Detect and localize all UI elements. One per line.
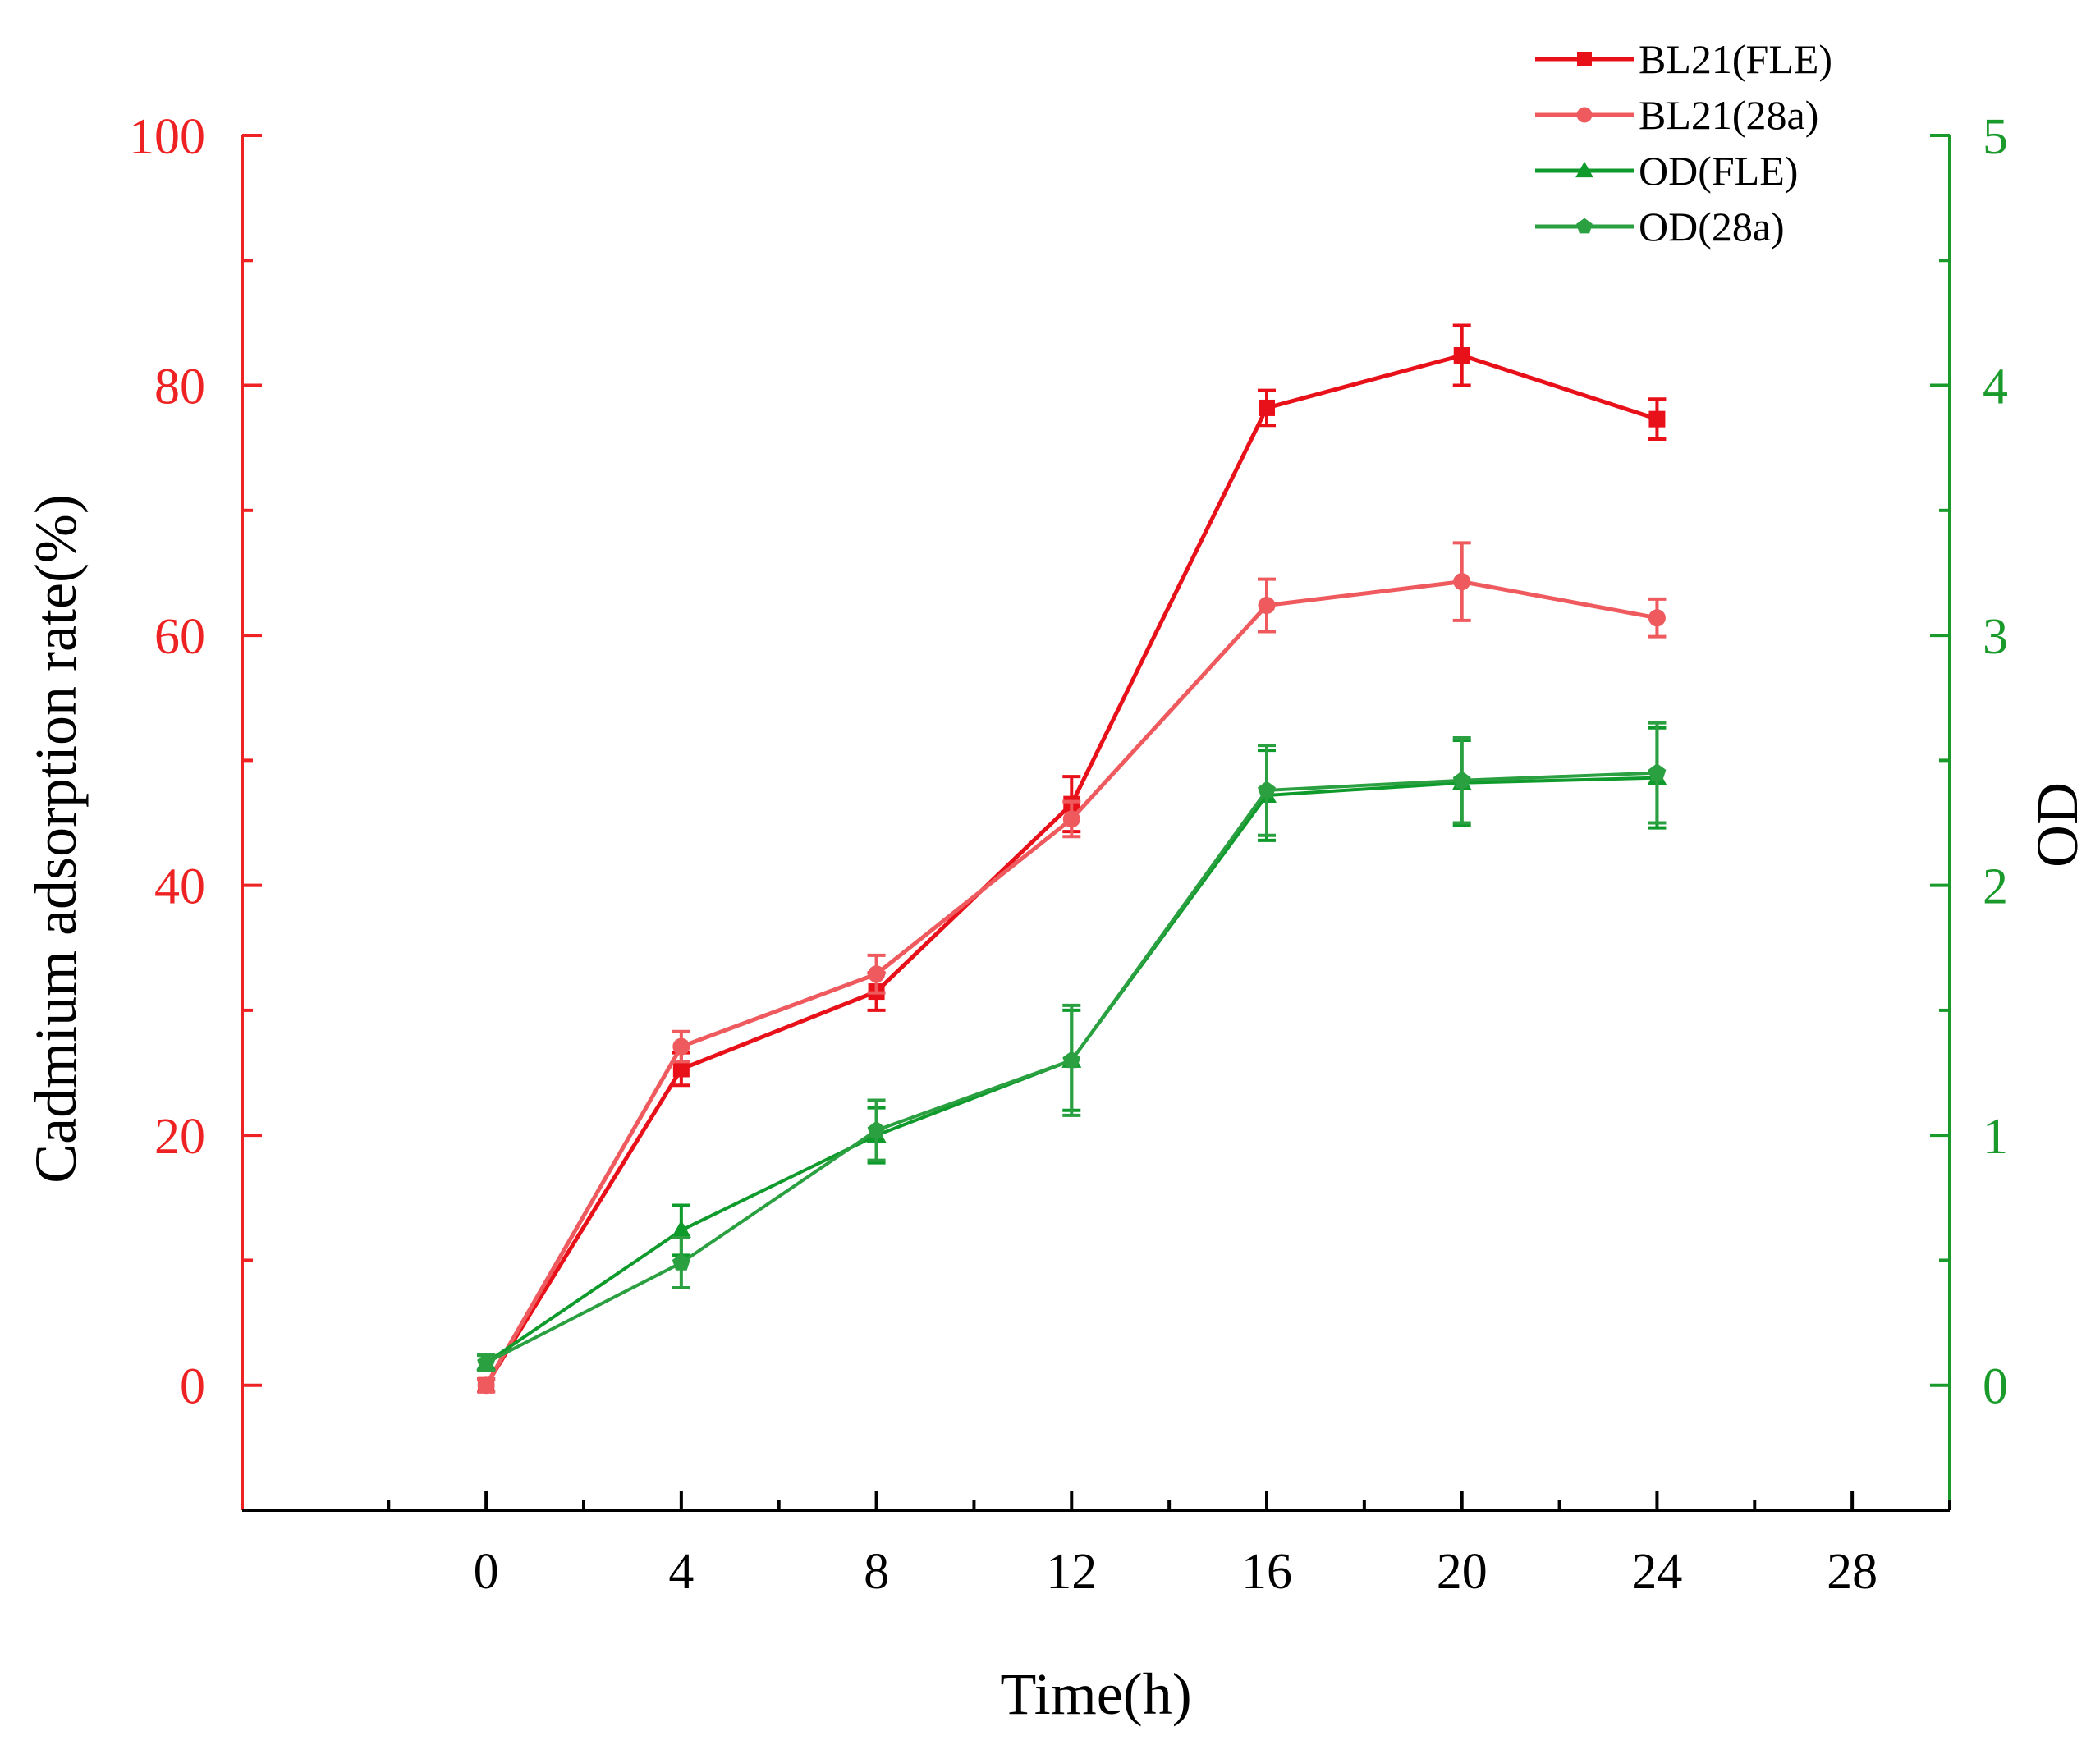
y2-tick-label: 0 — [1983, 1359, 2008, 1415]
y-tick-label: 20 — [154, 1109, 205, 1165]
y2-axis-title: OD — [2024, 782, 2090, 868]
legend-label: BL21(28a) — [1639, 92, 1818, 138]
legend-label: OD(28a) — [1639, 204, 1785, 250]
legend-marker — [1576, 107, 1593, 123]
legend-entry: BL21(28a) — [1535, 92, 1818, 138]
data-point — [1062, 810, 1080, 828]
data-point — [868, 965, 886, 983]
legend-entry: OD(28a) — [1535, 204, 1785, 250]
legend-label: OD(FLE) — [1639, 148, 1798, 194]
data-point — [1452, 771, 1471, 789]
x-tick-label: 16 — [1241, 1544, 1292, 1600]
data-point — [477, 1353, 496, 1371]
y-axis-title: Cadmium adsorption rate(%) — [23, 494, 89, 1184]
y2-tick-label: 5 — [1983, 109, 2008, 165]
series-BL21(28a) — [477, 541, 1667, 1395]
x-tick-label: 4 — [668, 1544, 694, 1600]
legend-marker — [1575, 161, 1593, 178]
data-point — [671, 1220, 691, 1238]
legend-entry: OD(FLE) — [1535, 148, 1798, 194]
data-point — [1648, 763, 1667, 781]
data-point — [1062, 1051, 1081, 1069]
y-tick-label: 80 — [154, 360, 205, 415]
legend-marker — [1576, 218, 1593, 234]
data-point — [672, 1037, 690, 1056]
series-line — [484, 353, 1658, 1387]
y-tick-label: 0 — [180, 1359, 205, 1415]
series-layer — [476, 323, 1667, 1395]
data-point — [1258, 781, 1276, 799]
y2-tick-label: 1 — [1983, 1109, 2008, 1165]
y2-tick-label: 2 — [1983, 859, 2008, 915]
x-axis-title: Time(h) — [1000, 1661, 1191, 1727]
data-point — [1453, 573, 1471, 591]
x-tick-label: 0 — [474, 1544, 499, 1600]
x-tick-label: 8 — [864, 1544, 889, 1600]
x-tick-label: 20 — [1437, 1544, 1488, 1600]
y-tick-label: 100 — [129, 109, 205, 165]
y-tick-label: 40 — [154, 859, 205, 915]
data-point — [867, 1120, 886, 1138]
series-line — [484, 579, 1658, 1386]
data-point — [1258, 597, 1276, 615]
y2-tick-label: 4 — [1983, 360, 2008, 415]
data-point — [1453, 347, 1470, 364]
data-point — [1648, 609, 1666, 627]
series-BL21(FLE) — [477, 323, 1667, 1394]
legend-label: BL21(FLE) — [1639, 36, 1832, 82]
x-tick-label: 12 — [1046, 1544, 1097, 1600]
legend-marker — [1577, 52, 1592, 66]
y-tick-label: 60 — [154, 609, 205, 665]
data-point — [672, 1253, 690, 1271]
x-tick-label: 24 — [1631, 1544, 1682, 1600]
legend: BL21(FLE) BL21(28a) OD(FLE) OD(28a) — [1535, 36, 1832, 250]
series-OD(28a) — [477, 721, 1667, 1372]
y2-tick-label: 3 — [1983, 609, 2008, 665]
data-point — [672, 1060, 690, 1078]
data-point — [1259, 399, 1275, 416]
legend-entry: BL21(FLE) — [1535, 36, 1832, 82]
data-point — [1648, 410, 1666, 428]
x-tick-label: 28 — [1827, 1544, 1878, 1600]
data-point — [477, 1376, 495, 1395]
